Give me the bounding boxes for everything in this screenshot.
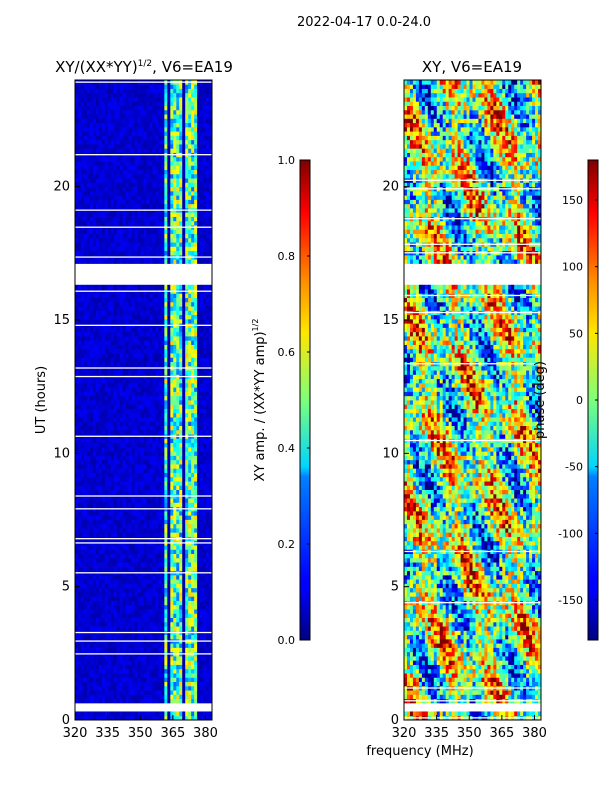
amplitude-ratio-ylabel: UT (hours) <box>34 366 49 434</box>
phase-colorbar-ticks: -150 -100 -50 0 50 100 150 <box>558 194 598 607</box>
amplitude-ratio-panel-title: XY/(XX*YY)1/2, V6=EA19 <box>55 58 233 76</box>
y-tick-label: 15 <box>53 313 70 328</box>
x-tick-label: 365 <box>160 726 185 741</box>
colorbar-tick-label: 0.6 <box>278 346 296 359</box>
x-tick-label: 320 <box>63 726 88 741</box>
phase-colorbar-label: phase (deg) <box>533 361 548 439</box>
phase-panel-title: XY, V6=EA19 <box>422 58 522 76</box>
colorbar-tick-label: 0 <box>576 394 583 407</box>
y-tick-label: 20 <box>53 180 70 195</box>
amplitude-colorbar-ticks: 0.0 0.2 0.4 0.6 0.8 1.0 <box>278 154 310 647</box>
phase-heatmap <box>404 80 542 721</box>
y-tick-label: 0 <box>391 713 399 728</box>
x-tick-label: 350 <box>128 726 153 741</box>
y-tick-label: 0 <box>62 713 70 728</box>
y-tick-label: 15 <box>382 313 399 328</box>
amplitude-colorbar-label-exponent: 1/2 <box>251 319 260 332</box>
amplitude-colorbar-label-main: XY amp. / (XX*YY amp) <box>253 331 268 481</box>
y-tick-label: 10 <box>382 446 399 461</box>
amplitude-ratio-panel: XY/(XX*YY)1/2, V6=EA19 320 335 350 365 380 0 5… <box>34 58 233 741</box>
amplitude-colorbar-label: XY amp. / (XX*YY amp)1/2 <box>251 319 268 482</box>
colorbar-tick-label: 0.4 <box>278 442 296 455</box>
x-tick-label: 365 <box>489 726 514 741</box>
amplitude-ratio-title-exponent: 1/2 <box>138 59 152 69</box>
x-tick-label: 335 <box>95 726 120 741</box>
phase-axes-frame <box>403 79 542 721</box>
colorbar-tick-label: 0.2 <box>278 538 296 551</box>
colorbar-tick-label: -100 <box>558 527 583 540</box>
phase-ticks: 320 335 350 365 380 0 5 10 15 20 <box>382 180 546 741</box>
amplitude-ratio-heatmap <box>75 80 213 721</box>
common-xlabel: frequency (MHz) <box>366 744 473 759</box>
figure-suptitle: 2022-04-17 0.0-24.0 <box>297 15 431 30</box>
amplitude-ratio-ticks: 320 335 350 365 380 0 5 10 15 20 <box>53 180 217 741</box>
amplitude-ratio-title-suffix: , V6=EA19 <box>152 58 233 76</box>
colorbar-tick-label: -150 <box>558 594 583 607</box>
amplitude-colorbar: 0.0 0.2 0.4 0.6 0.8 1.0 XY amp. / (XX*YY amp)… <box>251 154 311 647</box>
colorbar-tick-label: 0.0 <box>278 634 296 647</box>
x-tick-label: 380 <box>522 726 547 741</box>
x-tick-label: 335 <box>424 726 449 741</box>
y-tick-label: 5 <box>62 580 70 595</box>
y-tick-label: 10 <box>53 446 70 461</box>
amplitude-colorbar-gradient <box>299 159 311 641</box>
amplitude-ratio-axes-frame <box>74 79 213 721</box>
y-tick-label: 5 <box>391 580 399 595</box>
colorbar-tick-label: 1.0 <box>278 154 296 167</box>
phase-panel: XY, V6=EA19 320 335 350 365 380 0 5 10 15 20 <box>382 58 546 741</box>
colorbar-tick-label: 50 <box>569 327 583 340</box>
colorbar-tick-label: 100 <box>562 261 583 274</box>
amplitude-ratio-title-prefix: XY/(XX*YY) <box>55 58 138 76</box>
phase-colorbar: -150 -100 -50 0 50 100 150 phase (deg) <box>533 159 599 641</box>
colorbar-tick-label: -50 <box>565 461 583 474</box>
x-tick-label: 350 <box>457 726 482 741</box>
x-tick-label: 320 <box>392 726 417 741</box>
y-tick-label: 20 <box>382 180 399 195</box>
colorbar-tick-label: 0.8 <box>278 250 296 263</box>
x-tick-label: 380 <box>193 726 218 741</box>
colorbar-tick-label: 150 <box>562 194 583 207</box>
